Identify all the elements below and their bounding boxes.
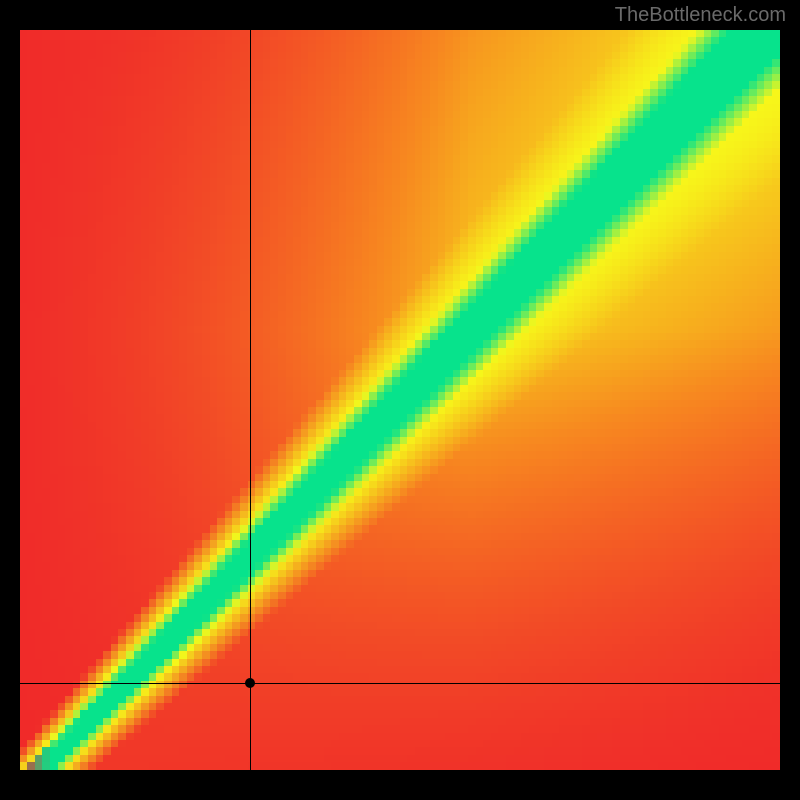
heatmap-canvas — [20, 30, 780, 770]
watermark-text: TheBottleneck.com — [615, 4, 786, 27]
bottleneck-chart-container: TheBottleneck.com — [0, 0, 800, 800]
chart-area — [20, 30, 780, 770]
